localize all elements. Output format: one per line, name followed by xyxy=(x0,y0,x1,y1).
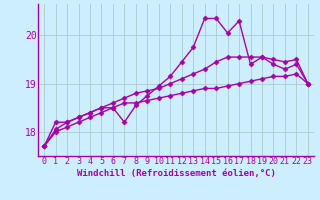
X-axis label: Windchill (Refroidissement éolien,°C): Windchill (Refroidissement éolien,°C) xyxy=(76,169,276,178)
